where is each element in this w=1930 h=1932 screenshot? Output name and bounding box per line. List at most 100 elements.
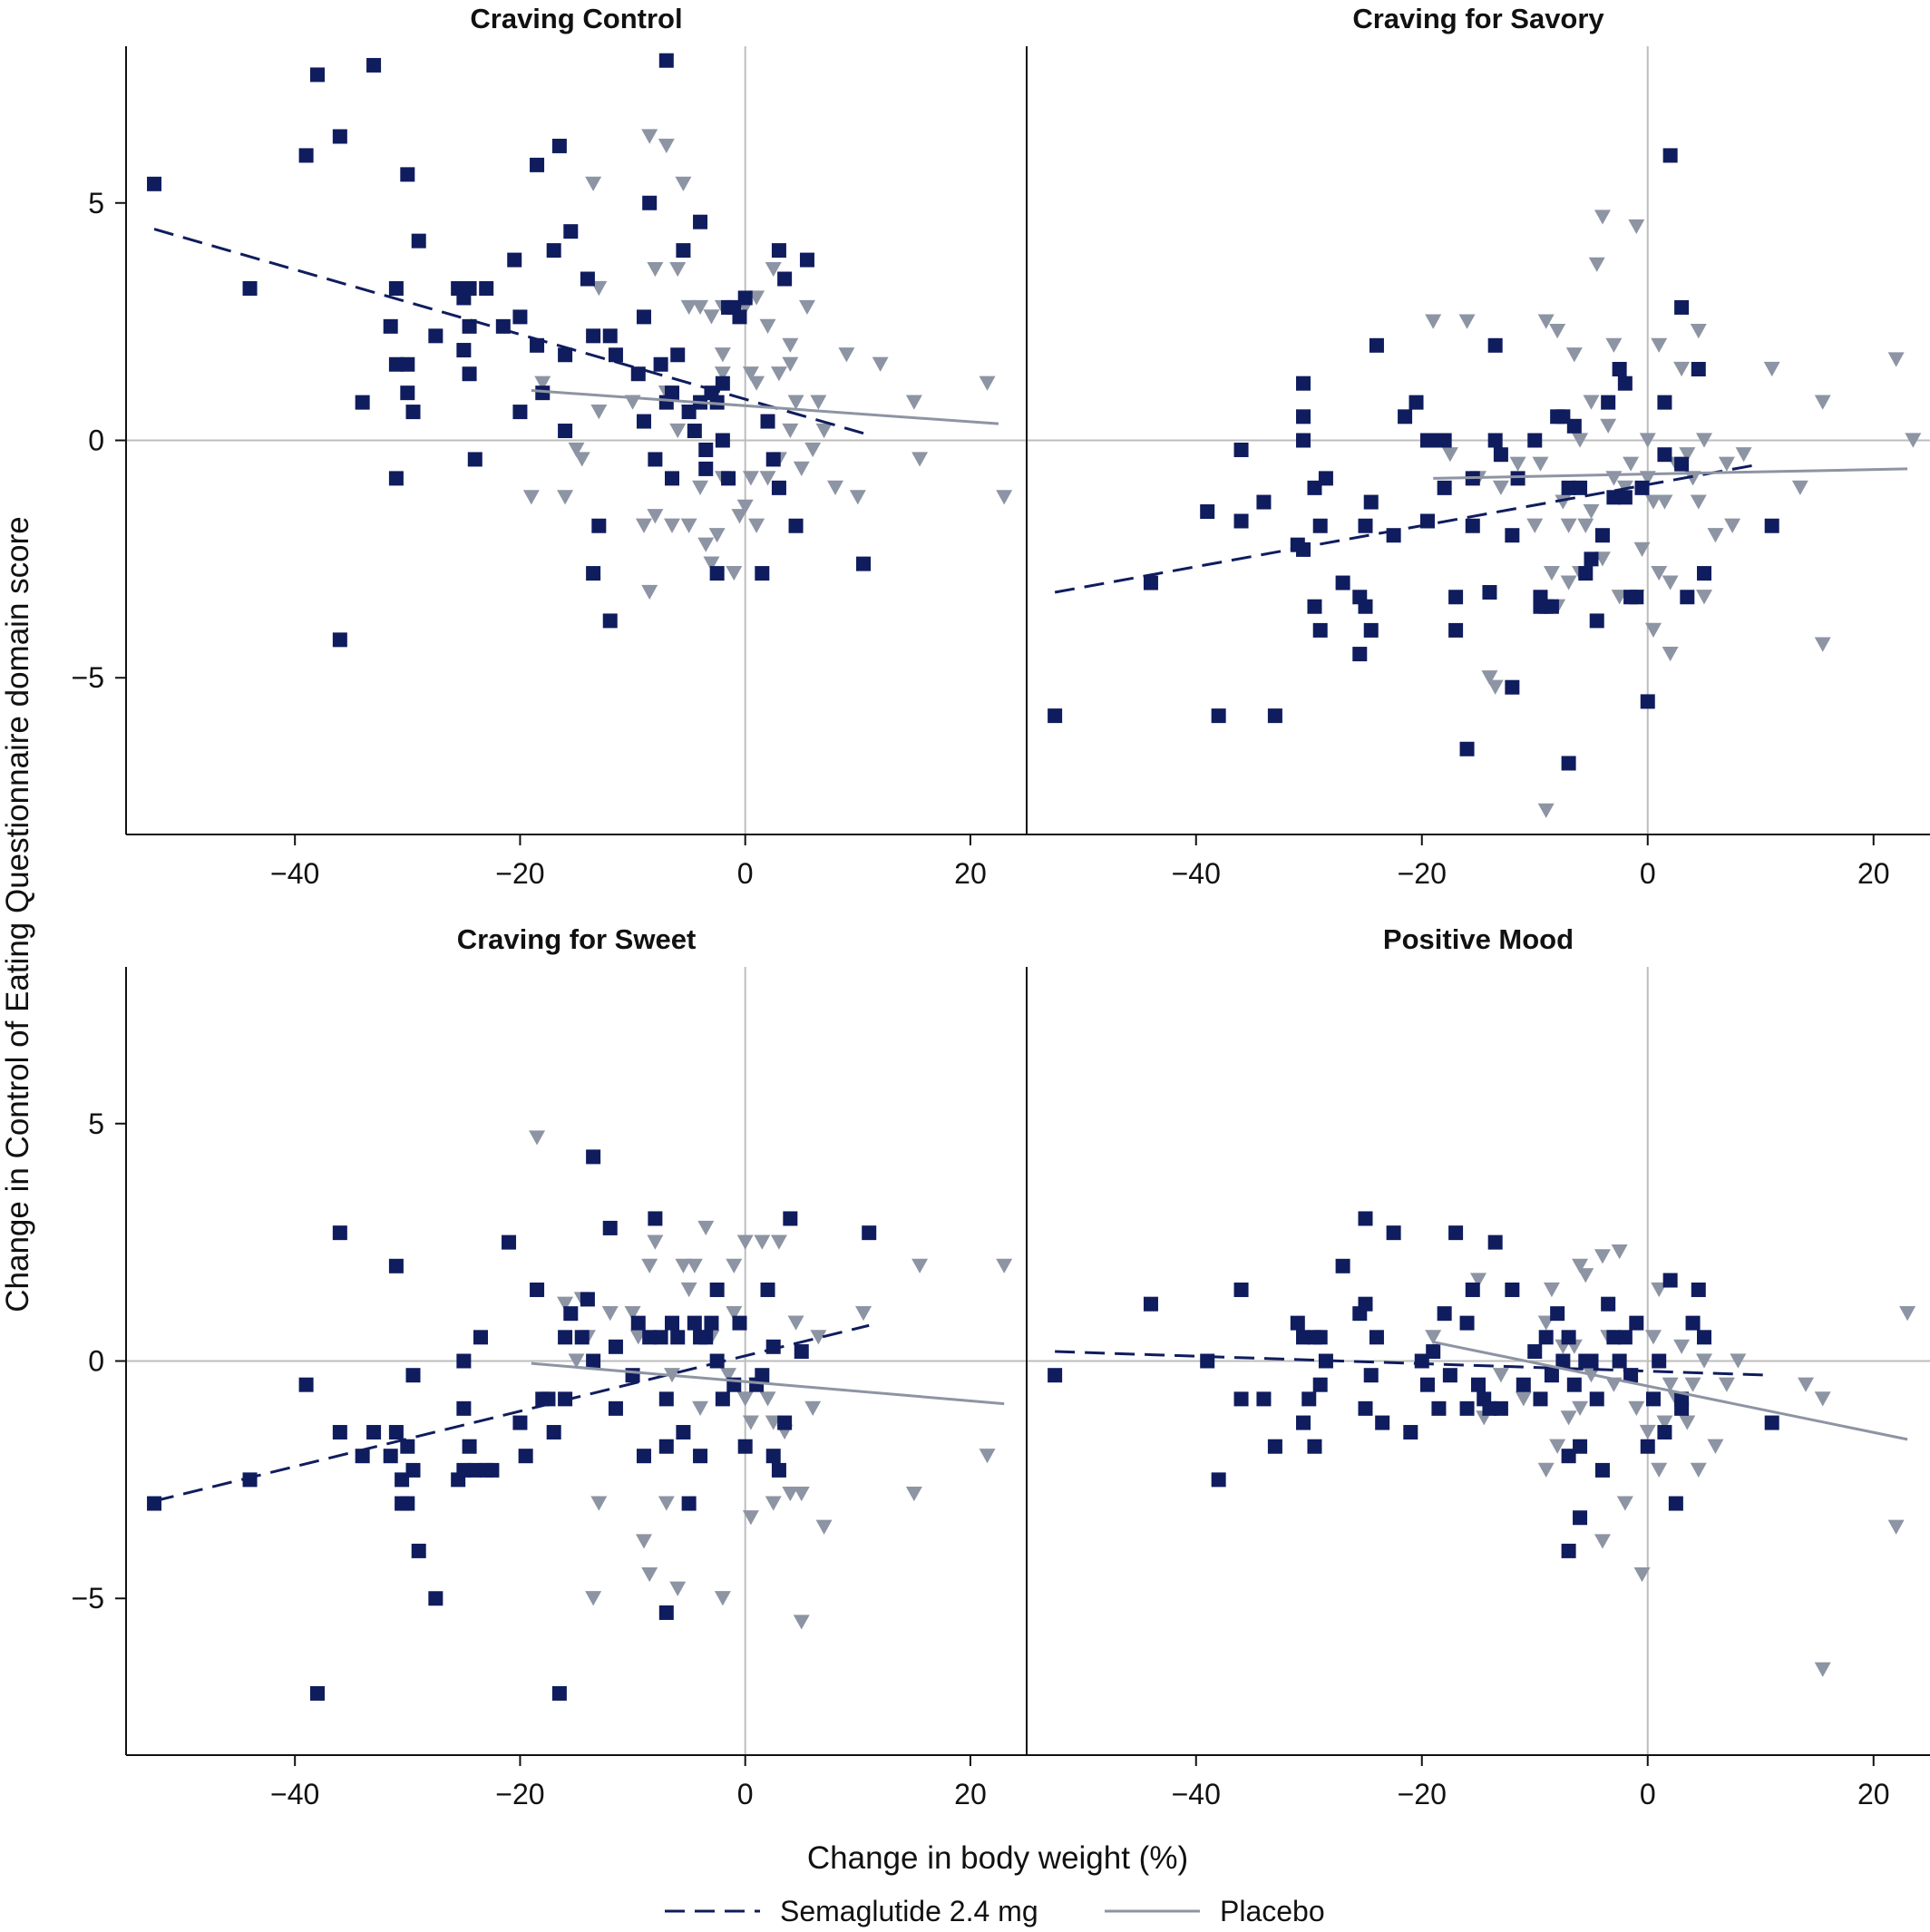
x-tick-label: 0	[737, 857, 754, 890]
placebo-point	[765, 1496, 782, 1511]
semaglutide-point	[456, 1400, 472, 1416]
semaglutide-point	[1550, 1306, 1565, 1322]
semaglutide-point	[462, 1439, 477, 1454]
semaglutide-point	[1629, 590, 1644, 605]
semaglutide-point	[558, 424, 573, 439]
semaglutide-point	[1375, 1415, 1390, 1430]
semaglutide-point	[467, 452, 482, 467]
semaglutide-point	[1426, 1344, 1441, 1360]
placebo-point	[635, 1534, 652, 1549]
semaglutide-point	[1296, 376, 1311, 391]
placebo-point	[692, 299, 709, 316]
placebo-point	[793, 461, 810, 477]
semaglutide-point	[530, 157, 545, 172]
semaglutide-point	[1048, 1368, 1063, 1383]
placebo-point	[658, 1496, 675, 1511]
semaglutide-point	[698, 442, 714, 457]
placebo-point	[1577, 518, 1594, 533]
semaglutide-point	[1505, 1282, 1520, 1297]
semaglutide-point	[1312, 518, 1328, 533]
semaglutide-point	[698, 461, 714, 476]
placebo-point	[1600, 418, 1617, 434]
semaglutide-point	[1640, 694, 1655, 709]
semaglutide-point	[546, 243, 561, 259]
placebo-point	[1623, 456, 1640, 472]
placebo-point	[1673, 361, 1691, 377]
placebo-point	[1690, 494, 1707, 510]
placebo-point	[1899, 1306, 1916, 1322]
semaglutide-point	[1516, 1377, 1531, 1392]
semaglutide-point	[765, 1449, 781, 1464]
x-tick-label: −20	[1398, 1778, 1447, 1810]
semaglutide-point	[1409, 395, 1424, 410]
semaglutide-point	[1403, 1425, 1418, 1440]
semaglutide-point	[366, 1425, 382, 1440]
placebo-point	[1684, 1377, 1701, 1392]
y-tick-label: 0	[88, 424, 104, 457]
placebo-point	[708, 528, 726, 543]
placebo-point	[1707, 528, 1724, 543]
semaglutide-point	[1307, 599, 1322, 614]
placebo-point	[680, 1282, 697, 1298]
y-tick-label: 5	[88, 1107, 104, 1140]
semaglutide-point	[693, 1449, 708, 1464]
panel-title: Positive Mood	[1383, 923, 1574, 955]
semaglutide-point	[1566, 418, 1582, 434]
semaglutide-point	[411, 1543, 426, 1558]
legend-placebo-label: Placebo	[1220, 1895, 1325, 1927]
x-tick-label: 20	[1857, 857, 1890, 890]
placebo-point	[759, 318, 776, 334]
semaglutide-point	[602, 328, 618, 344]
semaglutide-point	[388, 280, 404, 296]
semaglutide-point	[395, 1472, 410, 1488]
semaglutide-point	[1471, 1377, 1486, 1392]
semaglutide-point	[1589, 613, 1604, 629]
semaglutide-point	[1143, 575, 1158, 590]
x-tick-label: −40	[270, 857, 319, 890]
placebo-point	[1718, 1377, 1735, 1392]
semaglutide-point	[1594, 528, 1610, 543]
placebo-point	[529, 1130, 546, 1146]
placebo-point	[905, 395, 922, 410]
placebo-point	[1798, 1377, 1815, 1392]
placebo-point	[1425, 1330, 1442, 1345]
placebo-point	[686, 1258, 703, 1273]
y-tick-label: −5	[72, 1582, 104, 1615]
semaglutide-point	[1256, 494, 1272, 510]
semaglutide-point	[580, 271, 595, 287]
semaglutide-point	[1573, 1510, 1588, 1526]
placebo-point	[1425, 314, 1442, 329]
semaglutide-point	[1363, 494, 1379, 510]
semaglutide-point	[310, 1685, 326, 1701]
placebo-point	[1537, 1462, 1555, 1478]
placebo-point	[1696, 1353, 1712, 1369]
placebo-point	[770, 1234, 787, 1250]
semaglutide-point	[1601, 1296, 1616, 1312]
semaglutide-point	[405, 405, 421, 420]
semaglutide-point	[1369, 337, 1384, 353]
semaglutide-point	[665, 1315, 680, 1331]
semaglutide-point	[1431, 1400, 1447, 1416]
semaglutide-point	[755, 566, 770, 581]
semaglutide-fit-line	[153, 1323, 870, 1503]
semaglutide-point	[1505, 528, 1520, 543]
placebo-point	[726, 1258, 743, 1273]
semaglutide-point	[1544, 1368, 1559, 1383]
placebo-point	[1481, 670, 1498, 686]
placebo-point	[1814, 1391, 1831, 1407]
semaglutide-point	[1652, 1353, 1667, 1369]
semaglutide-point	[636, 1449, 651, 1464]
semaglutide-point	[1267, 708, 1282, 724]
placebo-point	[1633, 542, 1651, 558]
semaglutide-point	[332, 632, 347, 648]
semaglutide-point	[1617, 376, 1633, 391]
semaglutide-point	[1358, 1296, 1373, 1312]
placebo-point	[714, 347, 731, 363]
placebo-point	[979, 1449, 996, 1464]
placebo-point	[641, 1258, 658, 1273]
placebo-point	[810, 395, 827, 410]
semaglutide-point	[1358, 599, 1373, 614]
semaglutide-point	[1657, 395, 1672, 410]
placebo-point	[669, 261, 687, 278]
semaglutide-point	[298, 1377, 314, 1392]
